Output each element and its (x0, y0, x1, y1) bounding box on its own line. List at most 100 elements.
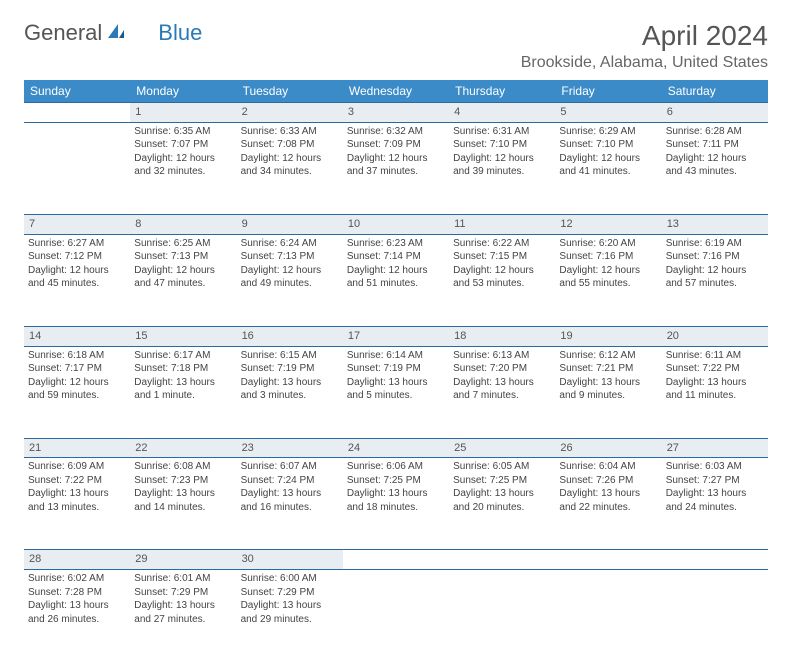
sunrise-text: Sunrise: 6:06 AM (347, 460, 445, 474)
sunrise-text: Sunrise: 6:31 AM (453, 125, 551, 139)
day2-text: and 27 minutes. (134, 613, 232, 627)
week-row: Sunrise: 6:27 AMSunset: 7:12 PMDaylight:… (24, 234, 768, 326)
day2-text: and 5 minutes. (347, 389, 445, 403)
day-number: 24 (343, 438, 449, 458)
day1-text: Daylight: 12 hours (28, 376, 126, 390)
day-number: 7 (24, 214, 130, 234)
sunset-text: Sunset: 7:14 PM (347, 250, 445, 264)
day-cell (662, 570, 768, 662)
day1-text: Daylight: 13 hours (241, 487, 339, 501)
day2-text: and 41 minutes. (559, 165, 657, 179)
day1-text: Daylight: 13 hours (559, 487, 657, 501)
weekday-header: Thursday (449, 80, 555, 103)
day1-text: Daylight: 12 hours (347, 152, 445, 166)
day1-text: Daylight: 12 hours (28, 264, 126, 278)
day-cell: Sunrise: 6:11 AMSunset: 7:22 PMDaylight:… (662, 346, 768, 438)
day-cell: Sunrise: 6:17 AMSunset: 7:18 PMDaylight:… (130, 346, 236, 438)
day2-text: and 11 minutes. (666, 389, 764, 403)
day2-text: and 55 minutes. (559, 277, 657, 291)
day-number: 20 (662, 326, 768, 346)
day-number: 6 (662, 103, 768, 123)
day-number: 14 (24, 326, 130, 346)
sunrise-text: Sunrise: 6:02 AM (28, 572, 126, 586)
week-row: Sunrise: 6:09 AMSunset: 7:22 PMDaylight:… (24, 458, 768, 550)
day-cell: Sunrise: 6:32 AMSunset: 7:09 PMDaylight:… (343, 122, 449, 214)
sunset-text: Sunset: 7:24 PM (241, 474, 339, 488)
weekday-header: Wednesday (343, 80, 449, 103)
day2-text: and 22 minutes. (559, 501, 657, 515)
day1-text: Daylight: 13 hours (559, 376, 657, 390)
day1-text: Daylight: 13 hours (134, 599, 232, 613)
day-number: 28 (24, 550, 130, 570)
logo-sail-icon (106, 20, 126, 46)
day-number: 12 (555, 214, 661, 234)
sunset-text: Sunset: 7:26 PM (559, 474, 657, 488)
day2-text: and 9 minutes. (559, 389, 657, 403)
day1-text: Daylight: 13 hours (28, 487, 126, 501)
day2-text: and 45 minutes. (28, 277, 126, 291)
day2-text: and 32 minutes. (134, 165, 232, 179)
day1-text: Daylight: 12 hours (559, 264, 657, 278)
sunset-text: Sunset: 7:19 PM (241, 362, 339, 376)
day-number: 8 (130, 214, 236, 234)
day-number: 30 (237, 550, 343, 570)
day2-text: and 24 minutes. (666, 501, 764, 515)
day1-text: Daylight: 13 hours (241, 599, 339, 613)
logo: General Blue (24, 20, 202, 46)
day-cell: Sunrise: 6:25 AMSunset: 7:13 PMDaylight:… (130, 234, 236, 326)
sunset-text: Sunset: 7:25 PM (347, 474, 445, 488)
day1-text: Daylight: 13 hours (347, 487, 445, 501)
day-cell (555, 570, 661, 662)
sunrise-text: Sunrise: 6:17 AM (134, 349, 232, 363)
sunrise-text: Sunrise: 6:12 AM (559, 349, 657, 363)
sunset-text: Sunset: 7:29 PM (134, 586, 232, 600)
sunrise-text: Sunrise: 6:11 AM (666, 349, 764, 363)
day-cell: Sunrise: 6:03 AMSunset: 7:27 PMDaylight:… (662, 458, 768, 550)
day-number: 13 (662, 214, 768, 234)
daynum-row: 14151617181920 (24, 326, 768, 346)
sunset-text: Sunset: 7:22 PM (28, 474, 126, 488)
sunset-text: Sunset: 7:29 PM (241, 586, 339, 600)
sunrise-text: Sunrise: 6:23 AM (347, 237, 445, 251)
day-number: 2 (237, 103, 343, 123)
sunset-text: Sunset: 7:28 PM (28, 586, 126, 600)
location: Brookside, Alabama, United States (521, 54, 768, 72)
day2-text: and 43 minutes. (666, 165, 764, 179)
month-title: April 2024 (521, 20, 768, 52)
day-cell: Sunrise: 6:06 AMSunset: 7:25 PMDaylight:… (343, 458, 449, 550)
day1-text: Daylight: 13 hours (134, 376, 232, 390)
day-number: 18 (449, 326, 555, 346)
day1-text: Daylight: 12 hours (241, 264, 339, 278)
day-cell: Sunrise: 6:35 AMSunset: 7:07 PMDaylight:… (130, 122, 236, 214)
day-cell: Sunrise: 6:29 AMSunset: 7:10 PMDaylight:… (555, 122, 661, 214)
sunset-text: Sunset: 7:09 PM (347, 138, 445, 152)
day-number: 25 (449, 438, 555, 458)
sunrise-text: Sunrise: 6:09 AM (28, 460, 126, 474)
day2-text: and 7 minutes. (453, 389, 551, 403)
day-cell: Sunrise: 6:31 AMSunset: 7:10 PMDaylight:… (449, 122, 555, 214)
day-cell: Sunrise: 6:18 AMSunset: 7:17 PMDaylight:… (24, 346, 130, 438)
day2-text: and 34 minutes. (241, 165, 339, 179)
day-cell: Sunrise: 6:02 AMSunset: 7:28 PMDaylight:… (24, 570, 130, 662)
header: General Blue April 2024 Brookside, Alaba… (24, 20, 768, 72)
day1-text: Daylight: 13 hours (134, 487, 232, 501)
week-row: Sunrise: 6:18 AMSunset: 7:17 PMDaylight:… (24, 346, 768, 438)
day-cell: Sunrise: 6:04 AMSunset: 7:26 PMDaylight:… (555, 458, 661, 550)
day-number: 10 (343, 214, 449, 234)
day-cell: Sunrise: 6:24 AMSunset: 7:13 PMDaylight:… (237, 234, 343, 326)
day-number: 16 (237, 326, 343, 346)
sunrise-text: Sunrise: 6:20 AM (559, 237, 657, 251)
day1-text: Daylight: 13 hours (666, 376, 764, 390)
calendar-body: 123456Sunrise: 6:35 AMSunset: 7:07 PMDay… (24, 103, 768, 662)
day-cell: Sunrise: 6:23 AMSunset: 7:14 PMDaylight:… (343, 234, 449, 326)
day-number: 21 (24, 438, 130, 458)
sunset-text: Sunset: 7:07 PM (134, 138, 232, 152)
day2-text: and 20 minutes. (453, 501, 551, 515)
week-row: Sunrise: 6:35 AMSunset: 7:07 PMDaylight:… (24, 122, 768, 214)
weekday-header: Saturday (662, 80, 768, 103)
sunrise-text: Sunrise: 6:24 AM (241, 237, 339, 251)
sunset-text: Sunset: 7:12 PM (28, 250, 126, 264)
day-cell: Sunrise: 6:33 AMSunset: 7:08 PMDaylight:… (237, 122, 343, 214)
sunset-text: Sunset: 7:11 PM (666, 138, 764, 152)
sunset-text: Sunset: 7:22 PM (666, 362, 764, 376)
